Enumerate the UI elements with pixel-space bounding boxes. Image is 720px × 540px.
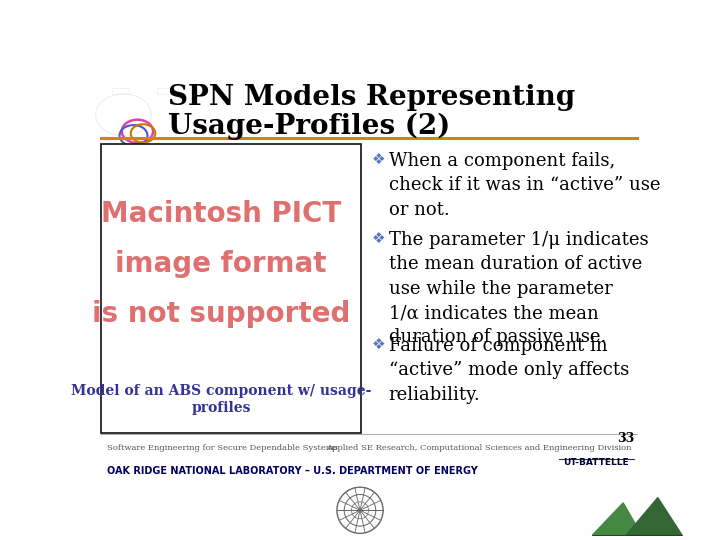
Text: ❖: ❖ (372, 337, 385, 352)
Polygon shape (593, 503, 642, 535)
FancyBboxPatch shape (101, 144, 361, 433)
Bar (112, 87, 129, 94)
Text: When a component fails,
check if it was in “active” use
or not.: When a component fails, check if it was … (389, 152, 660, 219)
Text: Software Engineering for Secure Dependable Systems: Software Engineering for Secure Dependab… (107, 444, 338, 452)
Text: image format: image format (115, 251, 327, 279)
Text: 33: 33 (617, 431, 634, 444)
Bar (157, 87, 174, 94)
Bar (453, 87, 469, 94)
Polygon shape (626, 498, 682, 535)
Text: Model of an ABS component w/ usage-
profiles: Model of an ABS component w/ usage- prof… (71, 384, 372, 415)
Text: SPN Models Representing: SPN Models Representing (168, 84, 575, 111)
Text: ❖: ❖ (372, 231, 385, 246)
Bar (397, 87, 414, 94)
Text: is not supported: is not supported (92, 300, 351, 328)
Text: ❖: ❖ (372, 152, 385, 167)
Text: Macintosh PICT: Macintosh PICT (101, 200, 341, 228)
Text: The parameter 1/μ indicates
the mean duration of active
use while the parameter
: The parameter 1/μ indicates the mean dur… (389, 231, 648, 346)
Text: Applied SE Research, Computational Sciences and Engineering Division: Applied SE Research, Computational Scien… (325, 444, 631, 452)
Text: UT-BATTELLE: UT-BATTELLE (563, 458, 629, 467)
Text: Failure of component in
“active” mode only affects
reliability.: Failure of component in “active” mode on… (389, 337, 629, 404)
Text: Usage-Profiles (2): Usage-Profiles (2) (168, 113, 451, 140)
Text: OAK RIDGE NATIONAL LABORATORY – U.S. DEPARTMENT OF ENERGY: OAK RIDGE NATIONAL LABORATORY – U.S. DEP… (107, 466, 477, 476)
